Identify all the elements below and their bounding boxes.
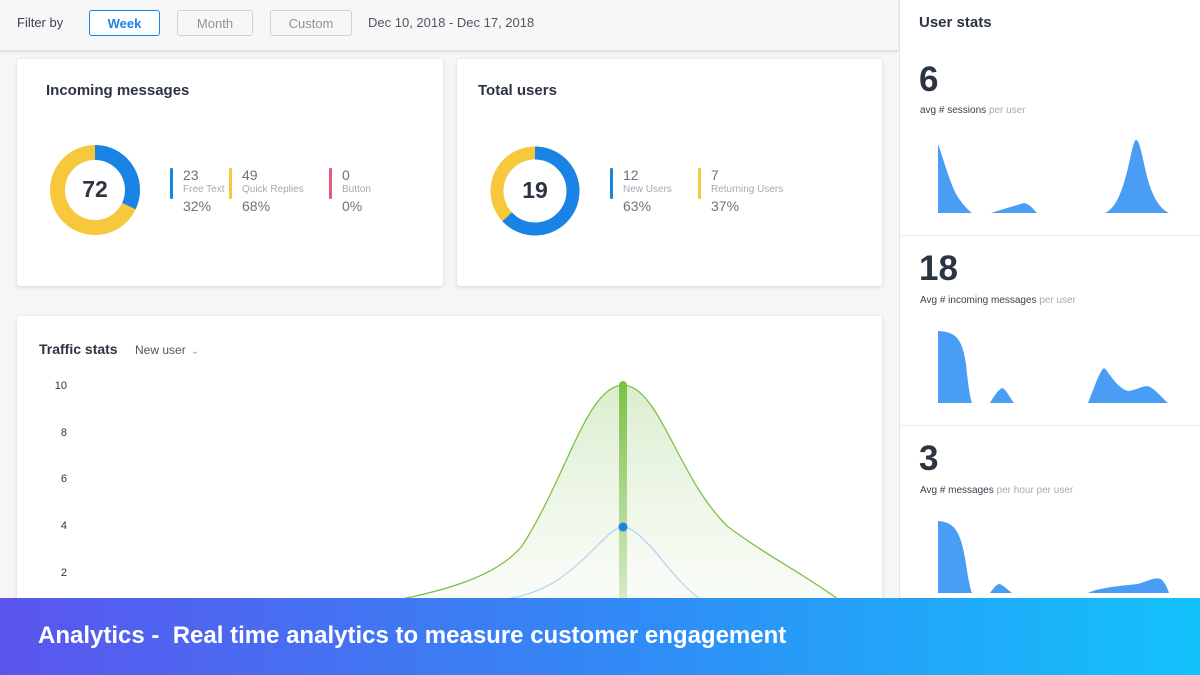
secondary-peak-point [618,522,628,532]
legend-label: Free Text [183,184,225,195]
total-users-title: Total users [478,82,557,99]
new-user-peak-point [619,381,627,389]
legend-color-bar [698,168,701,199]
total-users-donut-ring [490,146,580,236]
spark-segment [1088,368,1168,403]
spark-segment [990,584,1012,593]
spark-segment [938,521,972,593]
total-users-total: 19 [522,177,548,203]
legend-percent: 32% [183,198,212,214]
traffic-chart [396,381,840,603]
stat-value-incoming-messages: 18 [919,249,958,288]
legend-count: 49 [242,167,258,183]
traffic-stats-title: Traffic stats [39,341,118,357]
spark-segment [1088,578,1169,593]
stat-label-messages-per-hour: Avg # messages per hour per user [920,485,1073,496]
legend-returning-users: 7 Returning Users 37% [698,167,783,216]
legend-label: Button [342,184,371,195]
incoming-messages-sparkline [938,331,1168,403]
new-user-series-area [397,385,839,600]
stat-value-messages-per-hour: 3 [919,439,939,478]
stat-label-incoming-messages: Avg # incoming messages per user [920,295,1076,306]
spark-segment [938,331,972,403]
stat-label-suffix: per hour per user [996,485,1074,496]
spark-segment [938,144,972,213]
promo-banner: Analytics - Real time analytics to measu… [0,598,1200,675]
legend-color-bar [229,168,232,199]
date-range: Dec 10, 2018 - Dec 17, 2018 [368,15,535,30]
y-tick-label: 6 [60,473,67,485]
banner-text: Analytics - Real time analytics to measu… [38,622,787,649]
y-tick-label: 4 [60,520,67,532]
user-stats-title: User stats [919,14,992,31]
total-users-card: Total users 19 12 New Users 63% 7 Return… [457,59,882,286]
legend-count: 7 [711,167,719,183]
legend-percent: 68% [242,198,271,214]
hover-indicator-bar [619,383,627,603]
month-button[interactable]: Month [177,10,253,36]
legend-count: 12 [623,167,639,183]
legend-free-text: 23 Free Text 32% [170,167,225,216]
incoming-messages-title: Incoming messages [46,82,190,99]
custom-button[interactable]: Custom [270,10,352,36]
stat-label-suffix: per user [988,105,1026,116]
sessions-sparkline [938,140,1169,213]
messages-per-hour-sparkline [938,521,1169,593]
y-tick-label: 8 [60,427,67,439]
stat-label-sessions: avg # sessions per user [920,105,1026,116]
legend-color-bar [610,168,613,199]
incoming-messages-donut: 72 [50,145,140,235]
incoming-messages-card: Incoming messages 72 23 Free Text 32% 49… [17,59,443,286]
spark-segment [990,388,1014,403]
legend-percent: 37% [711,198,740,214]
legend-percent: 0% [342,198,363,214]
user-type-dropdown-value: New user [135,343,186,357]
filter-label: Filter by [17,15,64,30]
total-users-donut: 19 [489,145,581,237]
legend-label: New Users [623,184,672,195]
stat-label-text: avg # sessions [920,105,987,116]
legend-label: Quick Replies [242,184,304,195]
traffic-stats-card: Traffic stats New user ⌄ 10 8 6 4 2 [17,316,882,616]
stat-divider [900,235,1200,236]
legend-percent: 63% [623,198,652,214]
y-tick-label: 10 [54,380,67,392]
incoming-messages-total: 72 [82,176,108,202]
spark-segment [1105,140,1169,213]
legend-count: 0 [342,167,350,183]
stat-label-text: Avg # incoming messages [920,295,1037,306]
legend-button: 0 Button 0% [329,167,371,216]
legend-color-bar [329,168,332,199]
spark-segment [991,203,1037,213]
user-type-dropdown[interactable]: New user ⌄ [135,343,199,357]
chevron-down-icon: ⌄ [190,346,200,357]
stat-value-sessions: 6 [919,60,939,99]
y-tick-label: 2 [60,567,67,579]
legend-label: Returning Users [711,184,784,195]
legend-color-bar [170,168,173,199]
user-stats-panel: User stats 6 avg # sessions per user 18 … [899,0,1200,675]
legend-count: 23 [183,167,199,183]
stat-label-suffix: per user [1039,295,1077,306]
legend-quick-replies: 49 Quick Replies 68% [229,167,304,216]
filter-bar: Filter by Week Month Custom Dec 10, 2018… [0,0,898,51]
stat-divider [900,425,1200,426]
legend-new-users: 12 New Users 63% [610,167,672,216]
stat-label-text: Avg # messages [920,485,994,496]
incoming-messages-donut-ring [50,145,140,235]
week-button[interactable]: Week [89,10,160,36]
